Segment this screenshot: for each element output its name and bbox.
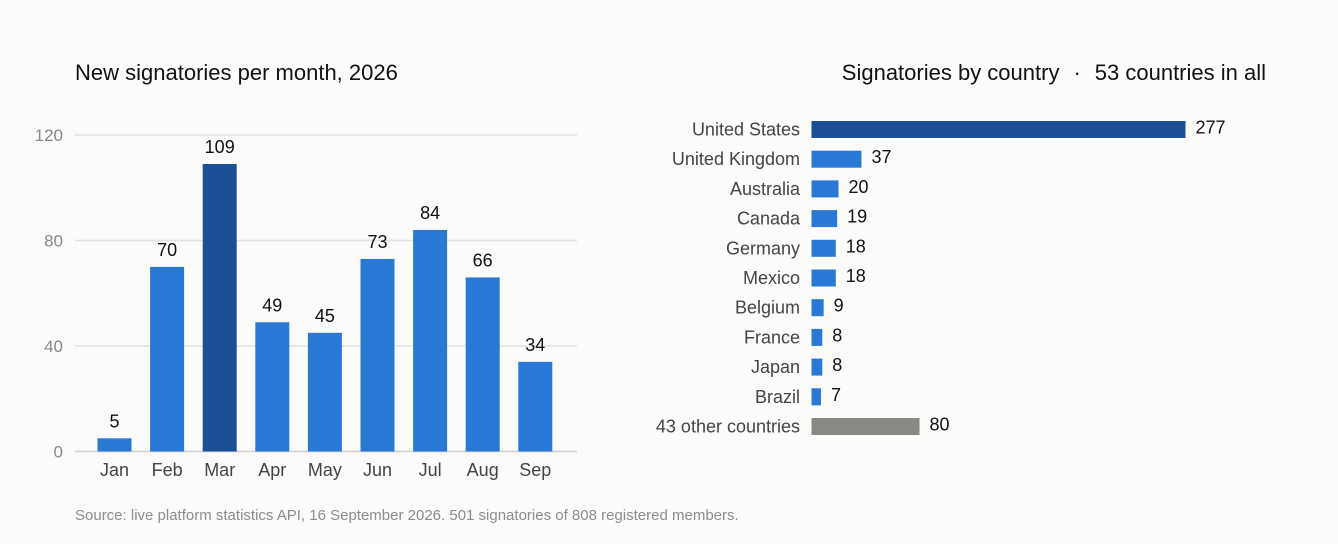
country-label-australia: Australia <box>730 179 801 199</box>
monthly-data-labels: 5 70 109 49 45 73 84 66 34 <box>109 137 545 431</box>
country-chart-subtitle: 53 countries in all <box>1095 60 1266 85</box>
bar-united-kingdom <box>811 150 862 168</box>
data-label: 9 <box>834 296 844 316</box>
bar-united-states <box>811 121 1186 138</box>
x-tick-label: Sep <box>519 460 551 480</box>
bar-brazil <box>811 388 821 406</box>
country-label-germany: Germany <box>726 238 800 258</box>
country-label-united-states: United States <box>692 120 800 140</box>
bar-apr <box>255 322 290 452</box>
bar-canada <box>811 210 838 228</box>
country-label-brazil: Brazil <box>755 387 800 407</box>
bar-jan <box>97 438 132 452</box>
country-label-france: France <box>744 327 800 347</box>
data-label: 109 <box>205 137 235 157</box>
source-note: Source: live platform statistics API, 16… <box>75 507 739 524</box>
bar-japan <box>811 358 823 376</box>
country-label-canada: Canada <box>737 209 801 229</box>
data-label: 34 <box>525 335 545 355</box>
data-label: 70 <box>157 240 177 260</box>
data-label: 18 <box>846 266 866 286</box>
bar-sep <box>518 361 553 452</box>
bar-mar <box>202 164 237 452</box>
y-tick-label: 40 <box>44 337 63 356</box>
bar-feb <box>150 266 185 452</box>
country-label-japan: Japan <box>751 357 800 377</box>
x-tick-label: Jan <box>100 460 129 480</box>
data-label: 8 <box>832 325 842 345</box>
country-label-mexico: Mexico <box>743 268 800 288</box>
country-chart-title: Signatories by country <box>842 60 1060 85</box>
data-label: 20 <box>849 177 869 197</box>
monthly-y-axis: 0 40 80 120 <box>35 126 63 462</box>
data-label: 18 <box>846 236 866 256</box>
bar-france <box>811 328 823 346</box>
x-tick-label: Jun <box>363 460 392 480</box>
data-label: 7 <box>831 385 841 405</box>
bar-mexico <box>811 269 836 287</box>
country-chart-title-row: Signatories by country · 53 countries in a… <box>842 60 1266 85</box>
data-label: 45 <box>315 306 335 326</box>
data-label: 84 <box>420 203 440 223</box>
bar-belgium <box>811 299 824 317</box>
x-tick-label: Mar <box>204 460 235 480</box>
x-tick-label: May <box>308 460 342 480</box>
x-tick-label: Jul <box>419 460 442 480</box>
y-tick-label: 80 <box>44 232 63 251</box>
monthly-x-axis: Jan Feb Mar Apr May Jun Jul Aug Sep <box>100 460 551 480</box>
country-label-united-kingdom: United Kingdom <box>672 149 800 169</box>
data-label: 49 <box>262 295 282 315</box>
monthly-bars <box>97 164 553 452</box>
x-tick-label: Feb <box>152 460 183 480</box>
country-bars <box>811 121 1186 435</box>
data-label: 66 <box>473 250 493 270</box>
bar-may <box>307 332 342 452</box>
bar-43-other-countries <box>811 418 920 435</box>
data-label: 19 <box>847 207 867 227</box>
title-separator: · <box>1073 60 1080 85</box>
monthly-chart-title: New signatories per month, 2026 <box>75 60 398 85</box>
country-axis-labels: United States United Kingdom Australia Cana… <box>656 120 801 437</box>
data-label: 8 <box>832 355 842 375</box>
x-tick-label: Aug <box>467 460 499 480</box>
data-label: 80 <box>930 415 950 435</box>
country-label-belgium: Belgium <box>735 298 800 318</box>
x-tick-label: Apr <box>258 460 286 480</box>
y-tick-label: 0 <box>54 443 63 462</box>
bar-aug <box>465 277 500 452</box>
data-label: 73 <box>367 232 387 252</box>
bar-germany <box>811 239 836 257</box>
y-tick-label: 120 <box>35 126 63 145</box>
bar-jul <box>413 229 448 452</box>
data-label: 277 <box>1196 118 1226 138</box>
country-label-43-other-countries: 43 other countries <box>656 417 800 437</box>
data-label: 5 <box>109 411 119 431</box>
bar-jun <box>360 258 395 452</box>
data-label: 37 <box>871 147 891 167</box>
bar-australia <box>811 180 839 198</box>
